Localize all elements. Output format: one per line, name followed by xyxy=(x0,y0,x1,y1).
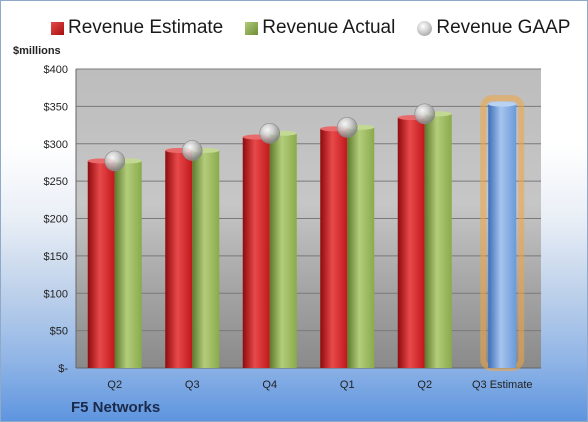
y-tick-label: $400 xyxy=(44,64,68,76)
legend-label-actual: Revenue Actual xyxy=(262,17,396,38)
legend-item-estimate: Revenue Estimate xyxy=(51,17,223,39)
y-tick-label: $200 xyxy=(44,214,68,226)
bar-cap-forecast xyxy=(488,101,517,107)
x-tick-label: Q4 xyxy=(262,379,277,391)
legend-swatch-estimate xyxy=(51,21,64,35)
bar-revenue-forecast xyxy=(488,104,517,368)
legend-swatch-actual xyxy=(245,21,259,35)
y-tick-label: $- xyxy=(58,363,68,375)
company-name: F5 Networks xyxy=(71,399,161,416)
x-tick-label: Q2 xyxy=(107,379,122,391)
legend-item-actual: Revenue Actual xyxy=(245,17,395,39)
bar-revenue-actual xyxy=(269,133,297,368)
marker-revenue-gaap xyxy=(259,122,281,144)
bar-revenue-estimate xyxy=(320,128,348,368)
y-tick-label: $50 xyxy=(50,326,68,338)
bar-revenue-actual xyxy=(424,113,452,368)
bar-revenue-estimate xyxy=(242,137,270,368)
legend: Revenue Estimate Revenue Actual Revenue … xyxy=(51,17,570,39)
bar-revenue-estimate xyxy=(165,150,193,368)
y-tick-label: $150 xyxy=(44,251,68,263)
marker-revenue-gaap xyxy=(181,140,203,161)
marker-revenue-gaap xyxy=(104,150,126,172)
x-tick-label: Q3 Estimate xyxy=(472,379,533,391)
bar-revenue-actual xyxy=(192,150,220,368)
legend-label-gaap: Revenue GAAP xyxy=(436,17,571,38)
legend-label-estimate: Revenue Estimate xyxy=(68,17,224,38)
legend-item-gaap: Revenue GAAP xyxy=(417,17,570,39)
y-axis-unit: $millions xyxy=(13,45,61,57)
bar-revenue-estimate xyxy=(87,160,115,368)
bar-revenue-estimate xyxy=(397,117,425,369)
marker-revenue-gaap xyxy=(414,103,436,125)
x-tick-label: Q1 xyxy=(340,379,355,391)
bar-revenue-actual xyxy=(114,160,142,368)
x-tick-label: Q2 xyxy=(417,379,432,391)
legend-marker-gaap xyxy=(417,20,433,36)
marker-revenue-gaap xyxy=(336,117,358,138)
y-tick-label: $350 xyxy=(44,101,68,113)
y-tick-label: $100 xyxy=(44,288,68,300)
y-tick-label: $300 xyxy=(44,139,68,151)
y-tick-label: $250 xyxy=(44,176,68,188)
bar-revenue-actual xyxy=(347,127,375,369)
x-tick-label: Q3 xyxy=(185,379,200,391)
